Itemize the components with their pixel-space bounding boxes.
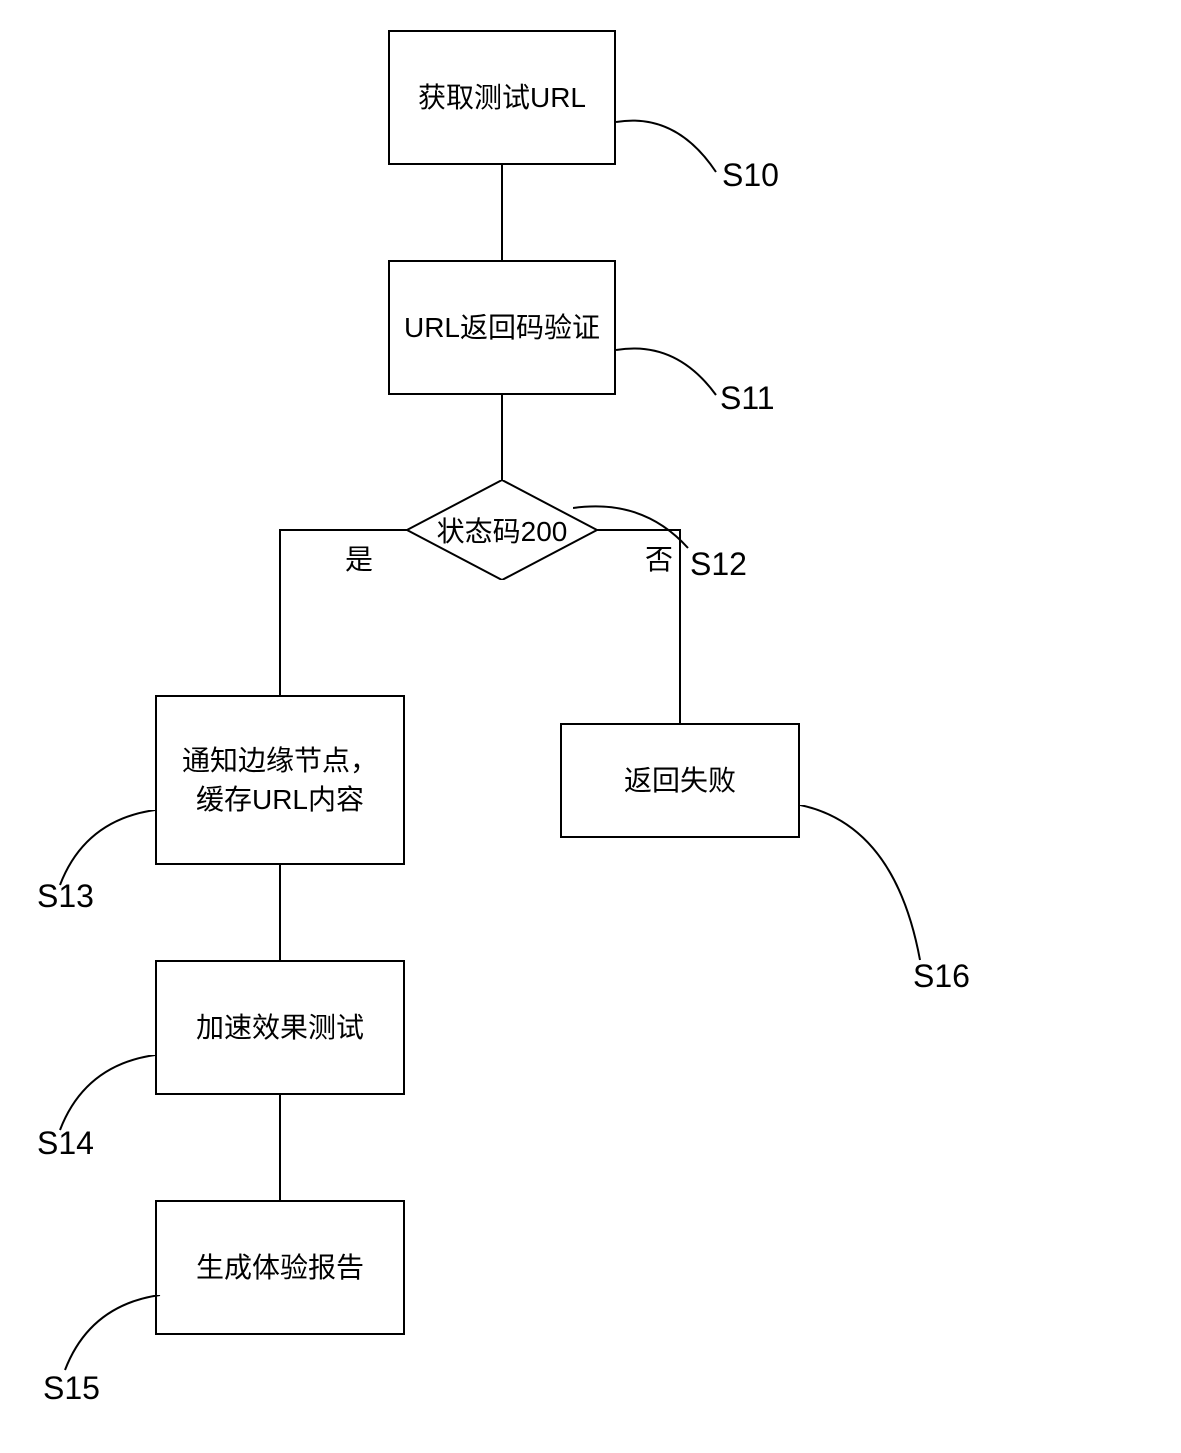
step-label-s12: S12 bbox=[690, 546, 747, 583]
connector bbox=[679, 529, 681, 723]
connector bbox=[279, 1095, 281, 1200]
edge-label-yes: 是 bbox=[345, 538, 373, 578]
flowchart-node-get-url: 获取测试URL bbox=[388, 30, 616, 165]
leader-arc bbox=[800, 805, 940, 970]
connector bbox=[501, 395, 503, 480]
connector bbox=[279, 865, 281, 960]
step-label-s10: S10 bbox=[722, 157, 779, 194]
leader-arc bbox=[616, 340, 736, 405]
step-label-s11: S11 bbox=[720, 380, 775, 417]
flowchart-node-return-fail: 返回失败 bbox=[560, 723, 800, 838]
node-label: 加速效果测试 bbox=[196, 1008, 364, 1047]
flowchart-node-status-200: 状态码200 bbox=[407, 480, 597, 580]
node-label: 生成体验报告 bbox=[196, 1248, 364, 1287]
step-label-s14: S14 bbox=[37, 1125, 94, 1162]
step-label-s16: S16 bbox=[913, 958, 970, 995]
connector bbox=[280, 529, 407, 531]
node-label: URL返回码验证 bbox=[404, 308, 600, 347]
leader-arc bbox=[616, 112, 736, 182]
flowchart-node-verify-return-code: URL返回码验证 bbox=[388, 260, 616, 395]
flowchart-node-gen-report: 生成体验报告 bbox=[155, 1200, 405, 1335]
flowchart-node-accel-test: 加速效果测试 bbox=[155, 960, 405, 1095]
step-label-s13: S13 bbox=[37, 878, 94, 915]
node-label: 返回失败 bbox=[624, 761, 736, 800]
node-label: 通知边缘节点， 缓存URL内容 bbox=[182, 741, 378, 819]
leader-arc bbox=[573, 498, 703, 558]
leader-arc bbox=[55, 1295, 175, 1380]
connector bbox=[279, 529, 281, 695]
step-label-s15: S15 bbox=[43, 1370, 100, 1407]
node-label: 获取测试URL bbox=[418, 78, 586, 117]
node-label: 状态码200 bbox=[437, 510, 568, 550]
connector bbox=[501, 165, 503, 260]
flowchart-node-notify-edge: 通知边缘节点， 缓存URL内容 bbox=[155, 695, 405, 865]
